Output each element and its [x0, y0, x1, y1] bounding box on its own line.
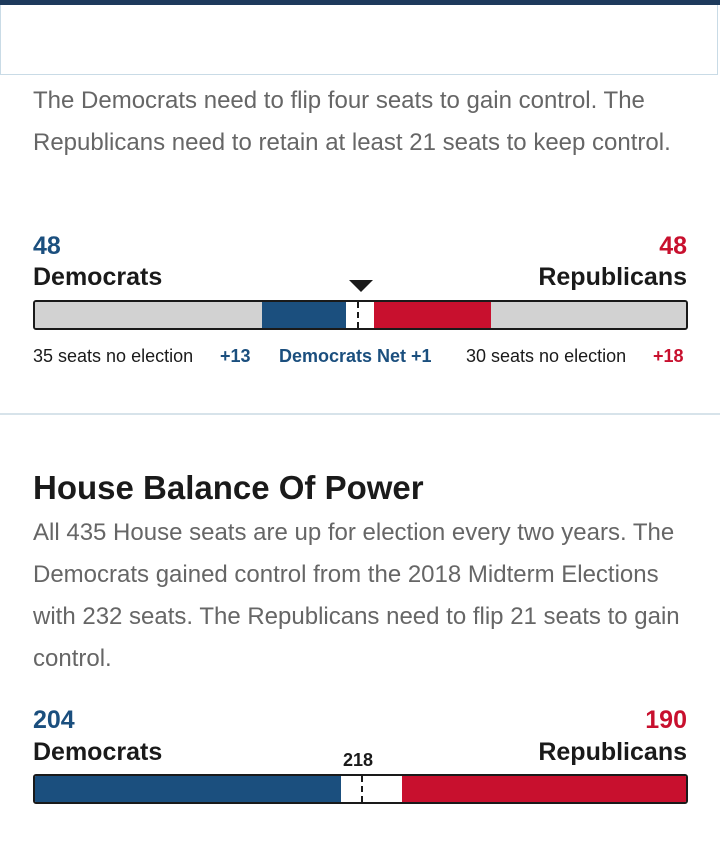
senate-dem-count: 48 — [33, 232, 61, 260]
house-rep-label: Republicans — [538, 738, 687, 766]
senate-rep-label: Republicans — [538, 263, 687, 291]
senate-rep-seats-segment — [374, 302, 491, 328]
house-description: All 435 House seats are up for election … — [33, 519, 680, 672]
senate-rep-gain: +18 — [653, 346, 684, 366]
ad-placeholder — [0, 5, 718, 75]
senate-majority-line — [357, 302, 359, 328]
senate-balance-bar — [33, 300, 688, 330]
senate-dem-no-election: 35 seats no election — [33, 346, 194, 366]
house-dem-count: 204 — [33, 706, 75, 734]
senate-net-change: Democrats Net +1 — [279, 346, 432, 366]
majority-marker-icon — [349, 280, 373, 292]
house-dem-label: Democrats — [33, 738, 163, 766]
senate-rep-no-election-segment — [491, 302, 686, 328]
senate-dem-no-election-segment — [35, 302, 262, 328]
senate-undecided-segment — [346, 302, 374, 328]
house-rep-count: 190 — [645, 706, 687, 734]
senate-rep-no-election: 30 seats no election — [466, 346, 627, 366]
house-undecided-segment — [341, 776, 402, 802]
top-nav-bar — [0, 0, 720, 5]
house-rep-seats-segment — [402, 776, 686, 802]
house-majority-line — [361, 776, 363, 802]
senate-dem-gain: +13 — [220, 346, 251, 366]
senate-description: The Democrats need to flip four seats to… — [33, 87, 671, 156]
senate-dem-seats-segment — [262, 302, 346, 328]
house-majority-threshold: 218 — [343, 750, 374, 770]
house-dem-seats-segment — [35, 776, 341, 802]
house-section-title: House Balance Of Power — [33, 469, 424, 506]
senate-dem-label: Democrats — [33, 263, 163, 291]
section-divider — [0, 413, 720, 415]
senate-rep-count: 48 — [659, 232, 687, 260]
house-balance-bar — [33, 774, 688, 804]
